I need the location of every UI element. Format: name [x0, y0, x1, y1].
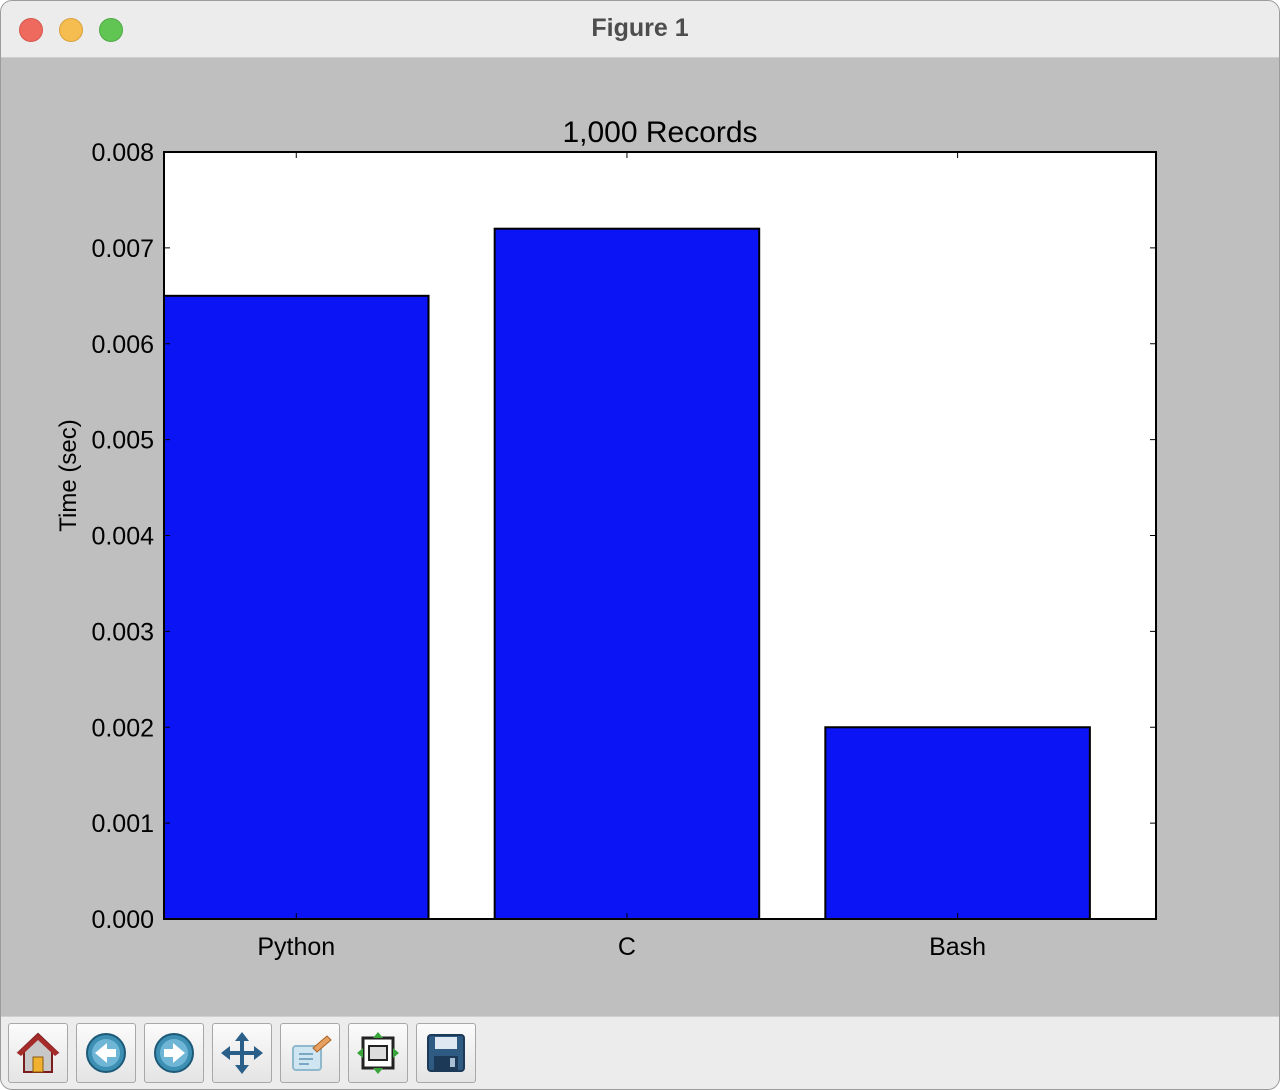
- floppy-disk-icon: [427, 1034, 465, 1072]
- zoom-button[interactable]: [280, 1023, 340, 1083]
- y-tick-label: 0.007: [91, 235, 154, 263]
- subplots-config-icon: [357, 1032, 399, 1074]
- y-tick-label: 0.004: [91, 523, 154, 551]
- minimize-window-button[interactable]: [59, 18, 83, 42]
- subplots-button[interactable]: [348, 1023, 408, 1083]
- forward-arrow-icon: [154, 1033, 194, 1073]
- y-tick-label: 0.008: [91, 139, 154, 167]
- bar-bash: [824, 726, 1091, 920]
- bar-python: [163, 294, 430, 920]
- forward-button[interactable]: [144, 1023, 204, 1083]
- maximize-window-button[interactable]: [99, 18, 123, 42]
- back-arrow-icon: [86, 1033, 126, 1073]
- x-tick-label: Python: [257, 933, 335, 961]
- chart-title: 1,000 Records: [562, 116, 757, 149]
- navigation-toolbar: [1, 1016, 1279, 1089]
- bar-c: [493, 227, 761, 920]
- x-tick-label: C: [618, 933, 636, 961]
- close-window-button[interactable]: [19, 18, 43, 42]
- y-tick-label: 0.002: [91, 714, 154, 742]
- zoom-rect-icon: [292, 1035, 332, 1071]
- home-button[interactable]: [8, 1023, 68, 1083]
- y-tick-label: 0.003: [91, 618, 154, 646]
- y-tick-label: 0.001: [91, 810, 154, 838]
- plot-canvas: 0.000 0.001 0.002 0.003 0.004 0.005 0.006 0.007…: [1, 58, 1279, 1016]
- bar-chart: 0.000 0.001 0.002 0.003 0.004 0.005 0.006 0.007…: [55, 116, 1157, 961]
- y-tick-label: 0.005: [91, 427, 154, 455]
- y-tick-label: 0.000: [91, 906, 154, 934]
- back-button[interactable]: [76, 1023, 136, 1083]
- y-axis-label: Time (sec): [55, 419, 82, 531]
- save-button[interactable]: [416, 1023, 476, 1083]
- pan-button[interactable]: [212, 1023, 272, 1083]
- window-title: Figure 1: [591, 14, 689, 42]
- x-tick-label: Bash: [929, 933, 986, 961]
- home-icon: [16, 1032, 60, 1073]
- y-tick-label: 0.006: [91, 331, 154, 359]
- move-arrows-icon: [221, 1032, 263, 1074]
- title-bar: Figure 1: [1, 1, 1279, 58]
